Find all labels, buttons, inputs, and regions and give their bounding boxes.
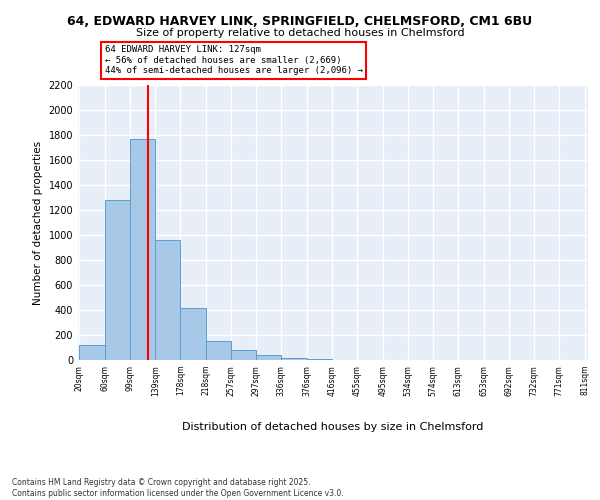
Bar: [206, 340, 231, 360]
Text: 64, EDWARD HARVEY LINK, SPRINGFIELD, CHELMSFORD, CM1 6BU: 64, EDWARD HARVEY LINK, SPRINGFIELD, CHE…: [67, 15, 533, 28]
Bar: [130, 138, 155, 360]
Y-axis label: Number of detached properties: Number of detached properties: [33, 140, 43, 304]
Bar: [155, 240, 180, 360]
Bar: [281, 358, 307, 360]
Bar: [180, 308, 206, 360]
Bar: [79, 345, 105, 360]
Bar: [256, 355, 281, 360]
Text: Distribution of detached houses by size in Chelmsford: Distribution of detached houses by size …: [182, 422, 484, 432]
Text: Size of property relative to detached houses in Chelmsford: Size of property relative to detached ho…: [136, 28, 464, 38]
Text: Contains HM Land Registry data © Crown copyright and database right 2025.
Contai: Contains HM Land Registry data © Crown c…: [12, 478, 344, 498]
Bar: [105, 200, 130, 360]
Text: 64 EDWARD HARVEY LINK: 127sqm
← 56% of detached houses are smaller (2,669)
44% o: 64 EDWARD HARVEY LINK: 127sqm ← 56% of d…: [105, 45, 363, 75]
Bar: [231, 350, 256, 360]
